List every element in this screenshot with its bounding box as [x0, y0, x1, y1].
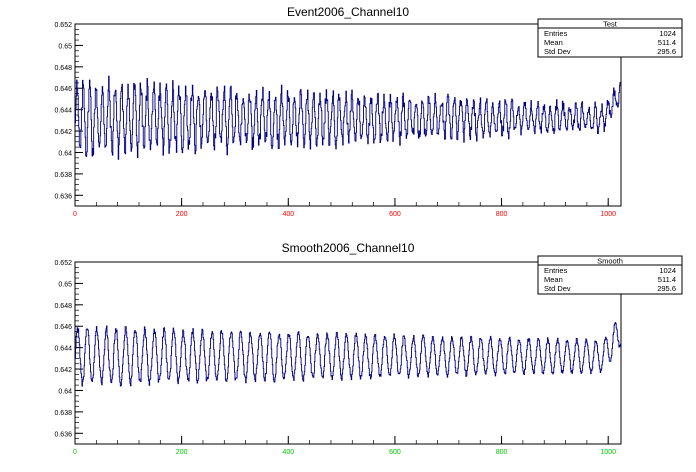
y-tick-label: 0.64 [58, 388, 72, 395]
stats-label: Std Dev [544, 47, 571, 56]
y-tick-label: 0.648 [54, 303, 72, 310]
stats-title: Test [603, 20, 618, 29]
x-tick-label: 400 [282, 449, 294, 456]
stats-label: Mean [544, 275, 563, 284]
x-tick-label: 600 [389, 211, 401, 218]
y-tick-label: 0.65 [58, 281, 72, 288]
x-tick-label: 1000 [600, 211, 616, 218]
stats-value: 1024 [659, 29, 676, 38]
stats-value: 511.4 [658, 38, 676, 47]
y-tick-label: 0.652 [54, 260, 72, 267]
stats-label: Mean [544, 38, 563, 47]
y-tick-label: 0.646 [54, 86, 72, 93]
chart-title: Event2006_Channel10 [287, 5, 409, 19]
stats-box [537, 18, 683, 58]
chart-title: Smooth2006_Channel10 [282, 241, 415, 255]
stats-value: 1024 [659, 266, 676, 275]
y-tick-label: 0.646 [54, 324, 72, 331]
stats-value: 295.6 [657, 284, 676, 293]
x-tick-label: 800 [496, 449, 508, 456]
stats-label: Entries [544, 266, 568, 275]
y-tick-label: 0.642 [54, 367, 72, 374]
x-tick-label: 800 [496, 211, 508, 218]
x-tick-label: 0 [73, 211, 77, 218]
x-tick-label: 0 [73, 449, 77, 456]
stats-label: Std Dev [544, 284, 571, 293]
stats-value: 511.4 [658, 275, 676, 284]
x-tick-label: 200 [176, 449, 188, 456]
stats-label: Entries [544, 29, 568, 38]
waveform-line [75, 75, 621, 160]
y-tick-label: 0.644 [54, 108, 72, 115]
y-tick-label: 0.648 [54, 65, 72, 72]
stats-title: Smooth [597, 257, 623, 266]
y-tick-label: 0.642 [54, 129, 72, 136]
y-tick-label: 0.638 [54, 410, 72, 417]
waveform-line [75, 322, 621, 387]
y-tick-label: 0.644 [54, 346, 72, 353]
y-tick-label: 0.65 [58, 43, 72, 50]
x-tick-label: 200 [176, 211, 188, 218]
x-tick-label: 1000 [600, 449, 616, 456]
x-tick-label: 400 [282, 211, 294, 218]
y-tick-label: 0.64 [58, 150, 72, 157]
y-tick-label: 0.636 [54, 431, 72, 438]
y-tick-label: 0.652 [54, 22, 72, 29]
y-tick-label: 0.636 [54, 193, 72, 200]
stats-box [537, 255, 683, 295]
stats-value: 295.6 [657, 47, 676, 56]
y-tick-label: 0.638 [54, 172, 72, 179]
x-tick-label: 600 [389, 449, 401, 456]
